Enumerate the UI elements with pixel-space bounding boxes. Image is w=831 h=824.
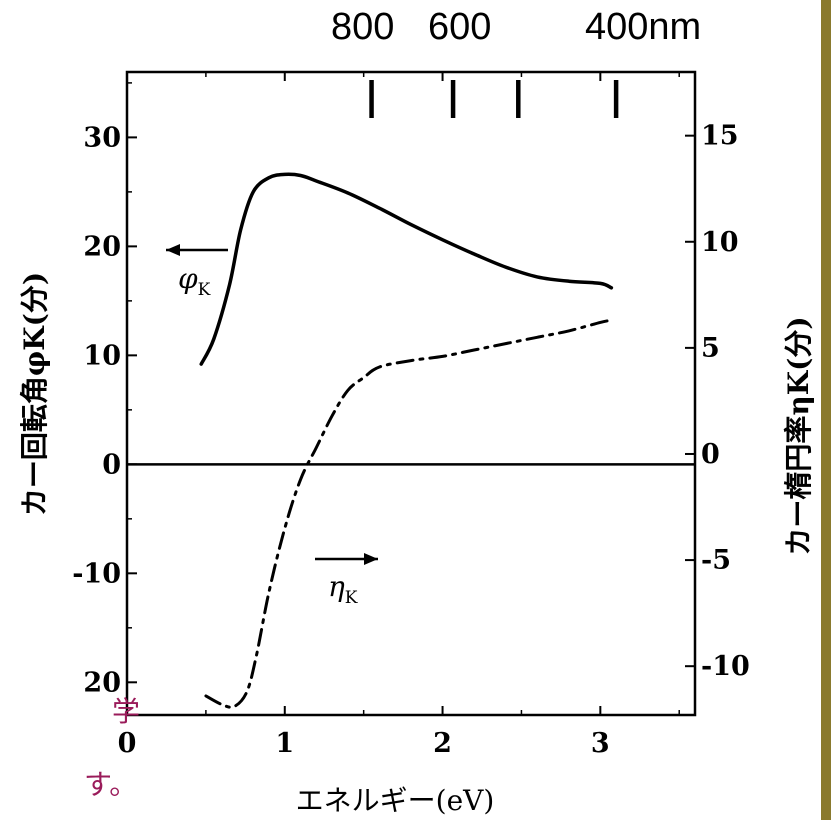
- eta-k-arrow-head: [364, 553, 378, 565]
- x-tick-label-1: 1: [275, 728, 294, 759]
- x-tick-label-3: 3: [591, 728, 610, 759]
- y-left-tick-label-1: 20: [83, 231, 121, 262]
- wavelength-label-400: 400nm: [585, 6, 702, 48]
- y-axis-label-left: カー回転角φK(分): [18, 272, 51, 516]
- y-left-tick-label-4: -10: [72, 558, 121, 589]
- x-axis-label: エネルギー(eV): [296, 784, 495, 817]
- y-right-tick-label-3: 0: [701, 439, 720, 470]
- y-right-tick-label-5: -10: [701, 651, 750, 682]
- y-left-tick-label-0: 30: [83, 122, 121, 153]
- side-text-fragment-2: す。: [84, 768, 138, 801]
- y-right-tick-label-2: 5: [701, 333, 720, 364]
- phi-k-arrow-head: [166, 244, 180, 256]
- y-left-tick-label-3: 0: [102, 449, 121, 480]
- plot-frame: [125, 70, 697, 717]
- y-right-tick-label-0: 15: [701, 121, 739, 152]
- eta-k-label: ηK: [328, 570, 358, 608]
- y-right-tick-label-1: 10: [701, 227, 739, 258]
- x-tick-label-2: 2: [433, 728, 452, 759]
- y-axis-label-right: カー楕円率ηK(分): [782, 316, 815, 555]
- side-text-fragment-1: 学: [112, 695, 141, 728]
- y-left-tick-label-2: 10: [83, 340, 121, 371]
- accent-bar: [821, 0, 831, 820]
- x-tick-label-0: 0: [118, 728, 137, 759]
- phi-k-label: φK: [178, 262, 211, 300]
- y-right-tick-label-4: -5: [701, 545, 731, 576]
- series-line-eta-k: [204, 318, 613, 709]
- series-line-phi-k: [199, 172, 614, 366]
- wavelength-label-600: 600: [428, 6, 492, 48]
- wavelength-label-800: 800: [331, 6, 395, 48]
- y-left-tick-label-5: 20: [83, 667, 121, 698]
